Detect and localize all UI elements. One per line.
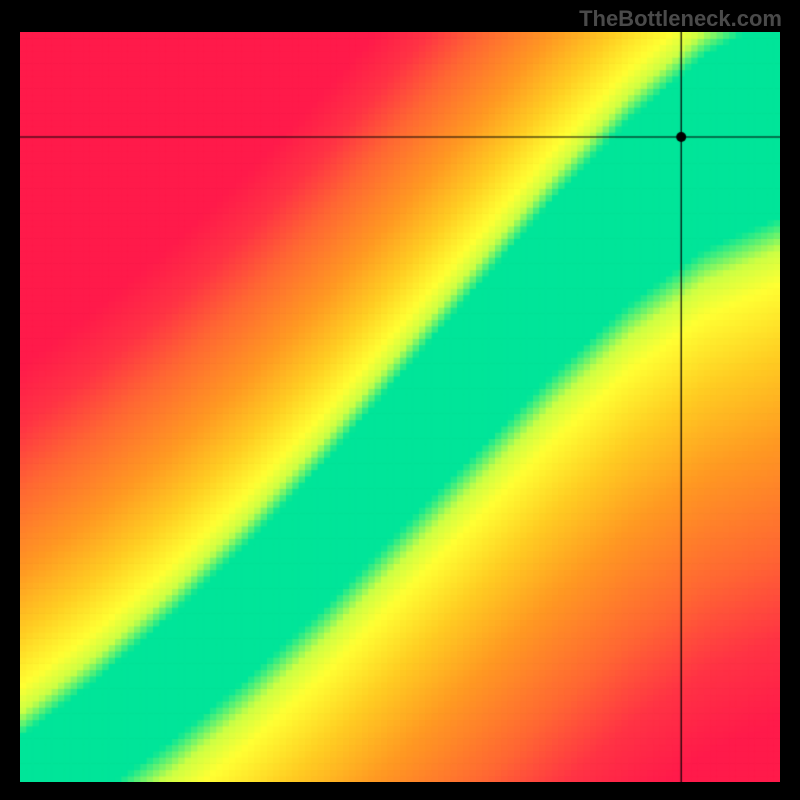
- heatmap-canvas: [20, 32, 780, 782]
- heatmap-plot: [20, 32, 780, 782]
- watermark-text: TheBottleneck.com: [579, 6, 782, 32]
- chart-container: TheBottleneck.com: [0, 0, 800, 800]
